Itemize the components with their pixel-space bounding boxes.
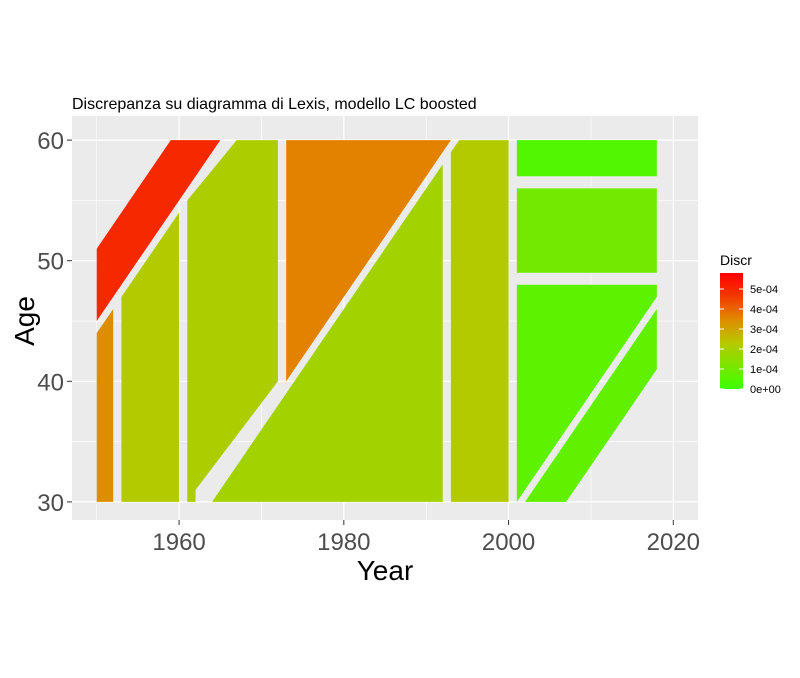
region-period-1973-1992 xyxy=(286,140,451,382)
y-tick-label: 50 xyxy=(37,249,64,276)
region-cohort-1895-1905 xyxy=(96,140,221,321)
legend-label: 2e-04 xyxy=(750,344,778,356)
region-age-57-60-2001-2018 xyxy=(516,140,657,177)
x-axis-title: Year xyxy=(357,555,414,586)
legend-label: 0e+00 xyxy=(750,384,781,396)
data-regions xyxy=(96,140,657,502)
y-tick-label: 30 xyxy=(37,490,64,517)
legend-label: 4e-04 xyxy=(750,304,778,316)
y-tick-label: 40 xyxy=(37,369,64,396)
legend-label: 3e-04 xyxy=(750,324,778,336)
x-tick-label: 2020 xyxy=(647,529,700,556)
region-age-49-56-2001-2018 xyxy=(516,188,657,273)
region-upper-triangle-2001-2018 xyxy=(516,284,657,502)
region-lower-trapezoid-2002-2018 xyxy=(525,309,657,502)
region-period-1953-1960 xyxy=(121,212,180,502)
y-tick-label: 60 xyxy=(37,128,64,155)
legend-title: Discr xyxy=(720,252,752,268)
x-tick-label: 2000 xyxy=(482,529,535,556)
region-cohort-1930-1962 xyxy=(212,164,443,502)
legend: Discr 0e+00 1e-04 2e-04 3e-04 4e-04 5e-04 xyxy=(720,252,781,396)
region-period-1950-1952 xyxy=(96,309,114,502)
x-tick-label: 1960 xyxy=(152,529,205,556)
region-period-1993-2000 xyxy=(450,140,509,502)
legend-colorbar xyxy=(720,273,743,389)
axes: 1960 1980 2000 2020 30 40 50 60 xyxy=(37,128,700,556)
legend-label: 5e-04 xyxy=(750,284,778,296)
legend-label: 1e-04 xyxy=(750,364,778,376)
chart-title: Discrepanza su diagramma di Lexis, model… xyxy=(72,96,477,113)
x-tick-label: 1980 xyxy=(317,529,370,556)
y-axis-title: Age xyxy=(9,296,40,346)
region-period-1961-1972 xyxy=(187,140,278,502)
